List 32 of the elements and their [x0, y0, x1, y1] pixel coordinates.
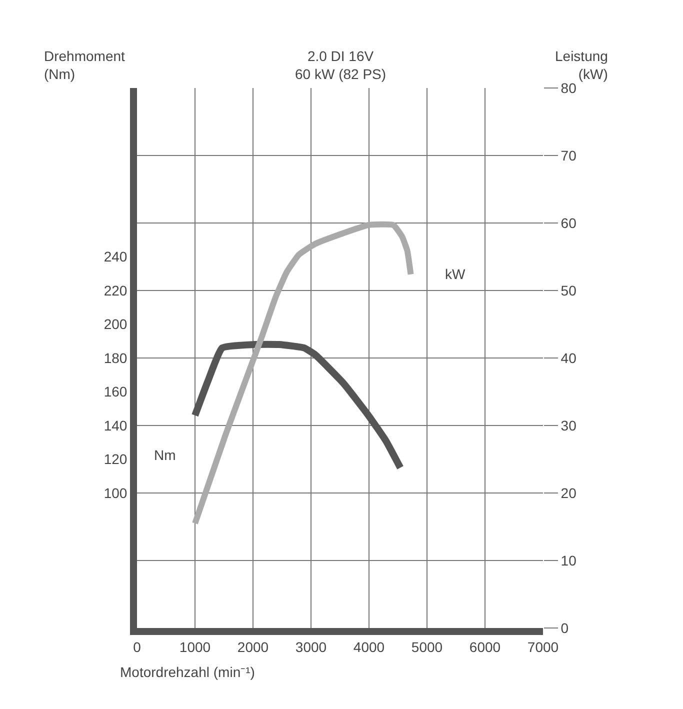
y-tick-label: 200 — [104, 316, 128, 332]
y-tick-label: 240 — [104, 248, 128, 265]
y-tick-label: 220 — [104, 282, 128, 298]
y2-tick-label: 20 — [560, 484, 577, 501]
y2-axis-title: Leistung (kW) — [555, 48, 608, 82]
x-tick-label: 4000 — [353, 638, 385, 655]
y2-tick-label: 60 — [560, 214, 577, 231]
y-tick-label: 160 — [104, 384, 128, 400]
text: Nm — [154, 447, 176, 463]
y-tick-label: 120 — [104, 451, 128, 468]
x-tick-label: 6000 — [469, 638, 501, 655]
x-axis-title: Motordrehzahl (min⁻¹) — [120, 664, 255, 680]
x-tick-label: 3000 — [295, 638, 327, 655]
y2-tick-label: 50 — [560, 282, 577, 298]
y-axis-title: Drehmoment (Nm) — [44, 48, 126, 82]
y-tick-label: 180 — [104, 350, 128, 366]
y2-tick-label: 80 — [560, 80, 577, 96]
x-tick-label: 0 — [133, 638, 142, 655]
y2-tick-label: 10 — [560, 552, 577, 568]
chart-subtitle: 60 kW (82 PS) — [295, 66, 386, 82]
y2-tick-label: 40 — [560, 350, 577, 366]
y-tick-label: 100 — [104, 484, 128, 501]
y2-tick-label: 0 — [560, 620, 569, 636]
chart-title: 2.0 DI 16V — [307, 48, 374, 64]
x-tick-label: 1000 — [179, 638, 211, 655]
y2-tick-label: 70 — [560, 147, 577, 164]
x-tick-label: 7000 — [527, 638, 559, 655]
x-tick-label: 5000 — [411, 638, 443, 655]
x-tick-label: 2000 — [237, 638, 269, 655]
y2-tick-label: 30 — [560, 417, 577, 434]
y-tick-label: 140 — [104, 417, 128, 434]
text: kW — [445, 266, 466, 282]
